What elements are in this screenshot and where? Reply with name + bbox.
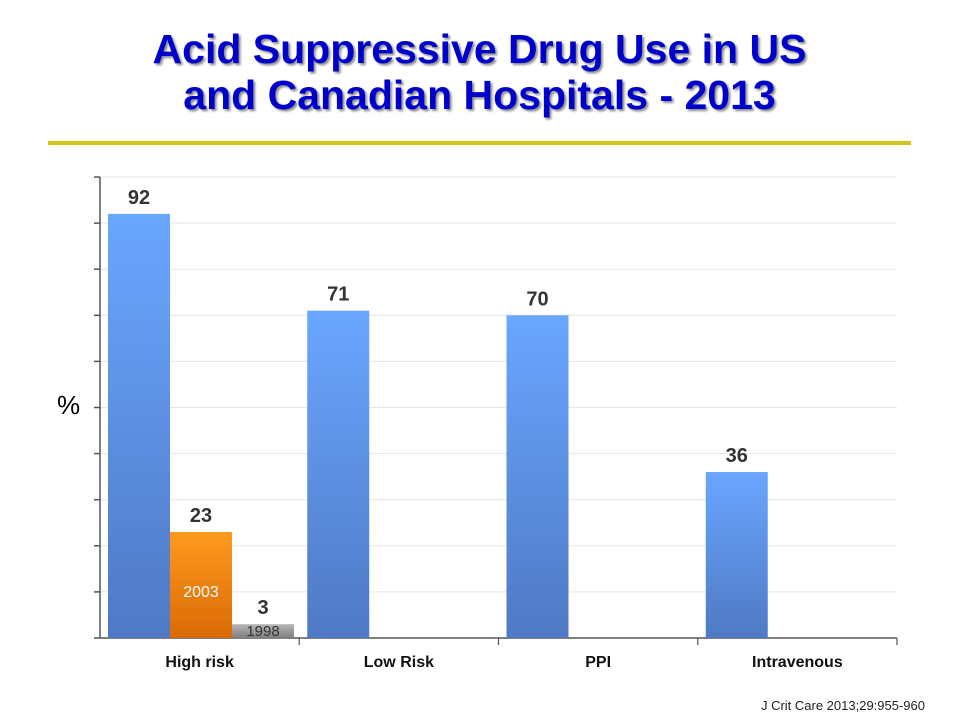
x-tick-label: PPI: [585, 654, 611, 671]
x-tick-label: Intravenous: [752, 654, 843, 671]
title-divider: [48, 141, 911, 145]
series-year-label: 1998: [246, 623, 279, 640]
bar: [108, 213, 170, 638]
data-label: 92: [128, 187, 150, 209]
y-axis-label: %: [57, 390, 81, 420]
bar: [506, 315, 569, 638]
data-label: 36: [726, 445, 748, 467]
data-label: 23: [190, 505, 212, 527]
citation: J Crit Care 2013;29:955-960: [760, 698, 925, 713]
data-label: 3: [257, 597, 268, 619]
data-label: 71: [327, 284, 349, 306]
title-line-1: Acid Suppressive Drug Use in US: [152, 26, 807, 72]
page-title: Acid Suppressive Drug Use in US and Cana…: [0, 26, 959, 118]
bar: [170, 531, 232, 638]
series-year-label: 2003: [183, 584, 219, 601]
bar: [232, 624, 294, 638]
bar: [705, 472, 768, 638]
bar: [307, 310, 370, 638]
x-tick-label: Low Risk: [364, 654, 434, 671]
data-label: 70: [526, 288, 548, 310]
x-tick-label: High risk: [165, 654, 234, 671]
title-line-2: and Canadian Hospitals - 2013: [183, 72, 776, 118]
